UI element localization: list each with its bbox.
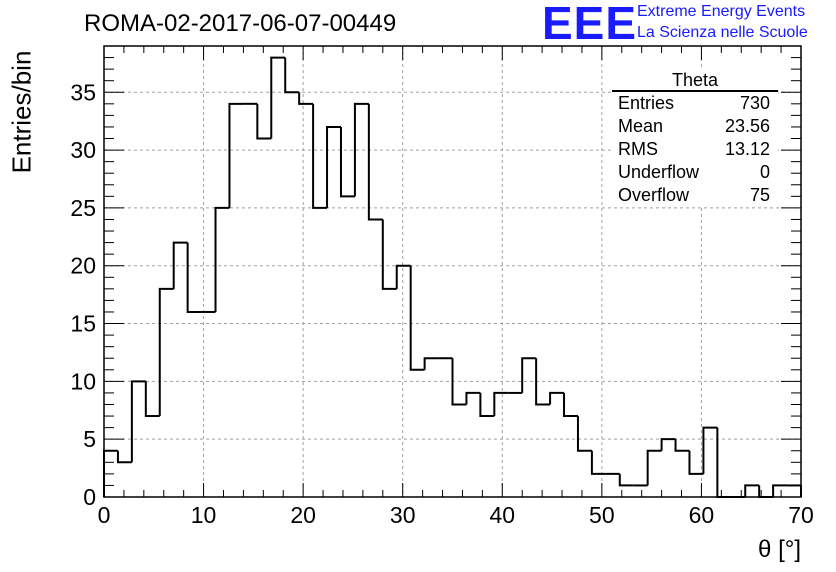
stats-row: Mean 23.56: [612, 115, 778, 138]
logo-line-1: Extreme Energy Events: [637, 3, 806, 20]
histogram-bin: [214, 206, 230, 312]
histogram-bin: [409, 265, 425, 371]
histogram-bin: [228, 102, 244, 208]
histogram-bin: [590, 450, 606, 475]
stats-row: Underflow 0: [612, 161, 778, 184]
stats-value: 13.12: [724, 139, 770, 159]
stats-value: 730: [739, 93, 770, 113]
histogram-bin: [576, 416, 592, 452]
histogram-bin: [744, 484, 760, 497]
y-tick-label: 35: [70, 79, 96, 105]
histogram-bin: [144, 381, 160, 418]
histogram-bin: [660, 438, 676, 451]
y-tick-label: 20: [70, 253, 96, 279]
x-tick-label: 40: [489, 502, 515, 528]
stats-label: Mean: [618, 116, 664, 136]
histogram-bin: [479, 392, 495, 418]
histogram-bin: [423, 357, 439, 370]
histogram-bin: [465, 391, 481, 405]
histogram-bin: [535, 358, 551, 406]
stats-value: 75: [749, 185, 770, 205]
stats-label: RMS: [618, 139, 658, 159]
stats-row: Entries 730: [612, 92, 778, 115]
eee-logo: EEE Extreme Energy Events La Scienza nel…: [542, 0, 832, 49]
histogram-bin: [186, 242, 202, 313]
histogram-bin: [758, 485, 774, 498]
logo-mark: EEE: [542, 0, 638, 49]
histogram-bin: [298, 92, 314, 105]
x-tick-label: 10: [191, 502, 217, 528]
histogram-bin: [256, 103, 272, 140]
histogram-bin: [381, 219, 397, 290]
histogram-bin: [284, 57, 300, 94]
histogram-bin: [702, 426, 718, 474]
histogram-bin: [339, 126, 355, 198]
x-tick-label: 0: [98, 502, 111, 528]
plot-frame: [103, 45, 802, 498]
stats-title: Theta: [612, 70, 778, 92]
histogram-bin: [353, 102, 369, 197]
histogram-bin: [521, 357, 537, 393]
histogram-bin: [326, 125, 341, 208]
histogram-bin: [116, 450, 132, 464]
y-tick-label: 0: [83, 484, 96, 510]
histogram-bin: [688, 450, 704, 475]
stats-label: Overflow: [618, 185, 690, 205]
histogram-bin: [618, 473, 634, 487]
histogram-bin: [549, 391, 565, 405]
histogram-bin: [646, 449, 662, 486]
histogram-bin: [674, 439, 690, 452]
stats-rows: Entries 730 Mean 23.56 RMS 13.12 Underflow 0 Ove…: [612, 92, 778, 207]
stats-row: Overflow 75: [612, 184, 778, 207]
x-tick-label: 30: [390, 502, 416, 528]
logo-line-2: La Scienza nelle Scuole: [637, 24, 808, 41]
stats-value: 0: [759, 162, 770, 182]
histogram-bin: [312, 103, 328, 209]
histogram-bin: [130, 380, 146, 463]
stats-label: Entries: [618, 93, 675, 113]
stats-row: RMS 13.12: [612, 138, 778, 161]
y-tick-label: 5: [83, 426, 96, 452]
histogram-bin: [395, 264, 411, 289]
y-tick-label: 30: [70, 137, 96, 163]
y-tick-label: 15: [70, 311, 96, 337]
histogram-bin: [563, 392, 578, 418]
x-tick-label: 20: [290, 502, 316, 528]
y-tick-label: 10: [70, 368, 96, 394]
x-tick-label: 50: [589, 502, 615, 528]
x-tick-label: 70: [788, 502, 814, 528]
histogram-bin: [451, 358, 467, 406]
histogram-bin: [772, 484, 788, 497]
x-tick-label: 60: [689, 502, 715, 528]
y-tick-label: 25: [70, 195, 96, 221]
histogram-bin: [158, 287, 174, 417]
stats-box: Theta Entries 730 Mean 23.56 RMS 13.12 Underfl…: [612, 70, 778, 207]
page-title: ROMA-02-2017-06-07-00449: [84, 10, 397, 37]
stats-label: Underflow: [618, 162, 700, 182]
histogram-bin: [493, 391, 509, 417]
histogram-bin: [270, 56, 286, 139]
stats-value: 23.56: [724, 116, 770, 136]
y-axis-label: Entries/bin: [6, 50, 37, 174]
histogram-bin: [716, 427, 732, 498]
histogram-bin: [172, 241, 188, 289]
histogram-bin: [103, 449, 118, 497]
x-axis-label: θ [°]: [758, 536, 801, 563]
histogram-bin: [367, 103, 383, 221]
